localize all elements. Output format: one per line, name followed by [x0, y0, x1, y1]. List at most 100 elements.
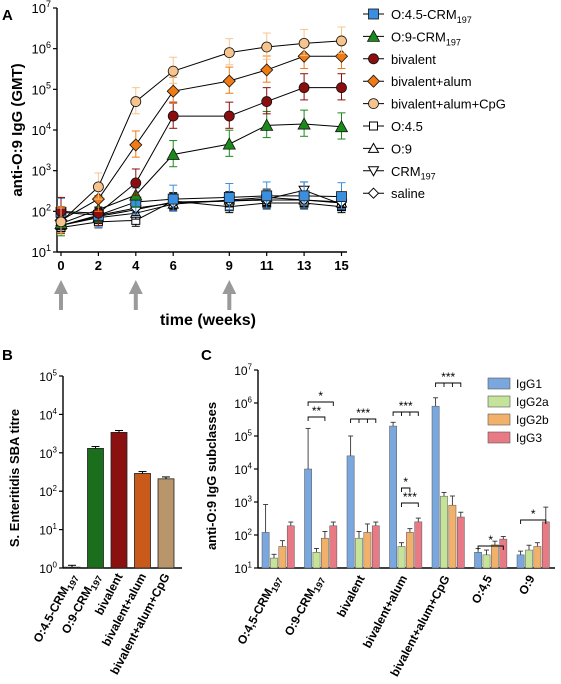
panel-c-bar: [516, 554, 525, 569]
panel-c-bar: [329, 525, 338, 569]
panel-a-point: [298, 190, 310, 202]
panel-a-legend-label-main: bivalent+alum: [391, 74, 472, 89]
panel-b-y-tick-label-exp: 4: [53, 407, 58, 416]
panel-a-legend-marker: [368, 8, 379, 20]
panel-a-point: [223, 110, 235, 122]
panel-a-legend-label-sub: 197: [457, 15, 472, 25]
panel-c-bar: [389, 425, 397, 569]
panel-c-category-label-main: O:4,5: [469, 573, 496, 606]
panel-c-category-label: O:4,5: [469, 573, 496, 606]
panel-a-point: [167, 193, 179, 205]
panel-b-bar: [87, 448, 104, 569]
panel-a-legend-label-sub: 197: [421, 172, 436, 182]
immunization-arrow-icon: [54, 280, 68, 310]
panel-c-bar: [397, 546, 406, 569]
panel-c-bar: [371, 525, 380, 569]
panel-b-y-tick-label-exp: 0: [53, 561, 58, 570]
panel-a-y-tick-label: 107: [32, 0, 51, 16]
panel-c-y-tick-label-exp: 3: [248, 495, 253, 504]
panel-c-y-tick-label: 107: [234, 363, 252, 378]
panel-c-bar: [312, 552, 321, 569]
panel-b-y-tick-label-exp: 2: [53, 484, 58, 493]
panel-c-bar: [541, 521, 550, 569]
panel-a-legend-marker: [366, 29, 381, 42]
panel-a-series-line: [60, 40, 342, 223]
panel-c-y-tick-label: 103: [234, 495, 252, 510]
panel-c-category-label-main: O:9-CRM: [282, 586, 318, 638]
panel-c-legend-label: IgG2b: [516, 413, 549, 427]
panel-b-y-tick-label: 105: [39, 369, 57, 384]
panel-c-significance-label: ***: [356, 406, 370, 420]
panel-a-point: [298, 82, 310, 94]
panel-a-legend-label: bivalent+alum+CpG: [391, 97, 506, 112]
panel-b-ylabel: S. Enteritidis SBA titre: [7, 409, 22, 547]
panel-a-point: [166, 147, 180, 160]
panel-a-y-tick-label-exp: 2: [46, 202, 51, 212]
panel-c-legend-label: IgG3: [516, 431, 542, 445]
panel-b-y-tick-label-exp: 3: [53, 445, 58, 454]
panel-a-series-line: [60, 199, 342, 226]
panel-a-series-line: [60, 195, 342, 216]
panel-c-significance-label: **: [312, 404, 322, 418]
panel-b-y-tick-label: 102: [39, 484, 57, 499]
panel-a-legend-label-main: CRM: [391, 164, 421, 179]
panel-a-legend-label: O:4.5: [391, 119, 423, 134]
panel-b-chart: 100101102103104105O:4.5-CRM197O:9-CRM197…: [30, 369, 182, 677]
panel-c-legend-label: IgG1: [516, 377, 542, 391]
panel-c-bar: [499, 538, 508, 569]
panel-b-bar: [134, 473, 151, 569]
immunization-arrow-icon: [128, 280, 143, 310]
panel-c-significance-label: ***: [399, 399, 413, 413]
panel-c-bar: [346, 455, 355, 569]
panel-label-a: A: [2, 7, 13, 24]
panel-a-point: [297, 117, 311, 130]
panel-c-category-label: O:4,5-CRM197: [234, 573, 285, 648]
panel-c-significance-bracket: [307, 401, 334, 406]
panel-a-legend-marker: [367, 166, 380, 177]
panel-c-category-label-main: O:4,5-CRM: [234, 586, 275, 647]
panel-c-significance-label: *: [488, 533, 493, 547]
panel-c-bar: [270, 557, 278, 569]
panel-a-point: [261, 41, 273, 53]
panel-c-category-label: bivalent+alum: [360, 573, 410, 651]
panel-a-point: [261, 190, 273, 202]
panel-a-series-line: [60, 200, 342, 229]
panel-a-legend-label: saline: [391, 186, 425, 201]
panel-c-bar: [448, 504, 457, 569]
panel-a-legend-label-main: O:4.5: [391, 119, 423, 134]
panel-a-legend-label-main: O:9-CRM: [391, 29, 446, 44]
panel-c-bar: [286, 525, 295, 569]
panel-a-legend-marker: [367, 187, 380, 199]
panel-a-y-tick-label: 101: [32, 243, 51, 260]
panel-a-point: [261, 96, 273, 107]
panel-c-significance-bracket: [401, 502, 419, 507]
panel-c-category-label-sub: 197: [269, 576, 285, 594]
panel-a-y-tick-label-exp: 5: [46, 80, 51, 90]
panel-a-y-tick-label-exp: 7: [46, 0, 51, 9]
panel-c-bar: [491, 544, 499, 569]
panel-a-x-tick-label: 6: [170, 258, 177, 273]
panel-a-legend-label-main: saline: [391, 186, 425, 201]
panel-c-y-tick-label-exp: 4: [248, 462, 253, 471]
panel-a-legend-label-main: O:4.5-CRM: [391, 7, 457, 22]
panel-b-y-tick-label-exp: 1: [53, 522, 58, 531]
panel-a-x-tick-label: 2: [95, 258, 102, 273]
panel-c-significance-bracket: [435, 382, 462, 387]
panel-a-point: [93, 181, 104, 193]
panel-a-legend-label: O:9: [391, 141, 412, 156]
panel-a-point: [298, 37, 310, 49]
panel-a-legend-label-main: bivalent: [391, 52, 436, 67]
panel-c-significance-bracket: [392, 411, 419, 416]
panel-b-category-label-main: O:4.5-CRM: [30, 584, 71, 645]
panel-a-x-tick-label: 4: [132, 258, 140, 273]
panel-a-y-tick-label-exp: 6: [46, 40, 51, 50]
panel-b-y-tick-label-exp: 5: [53, 369, 58, 378]
panel-a-point: [260, 63, 274, 77]
panel-a-legend-label-main: bivalent+alum+CpG: [391, 97, 506, 112]
panel-c-bar: [278, 546, 287, 569]
panel-b-y-tick-label: 100: [39, 561, 57, 576]
panel-c-category-label-main: bivalent: [334, 573, 368, 620]
panel-a-y-tick-label: 103: [32, 162, 51, 179]
